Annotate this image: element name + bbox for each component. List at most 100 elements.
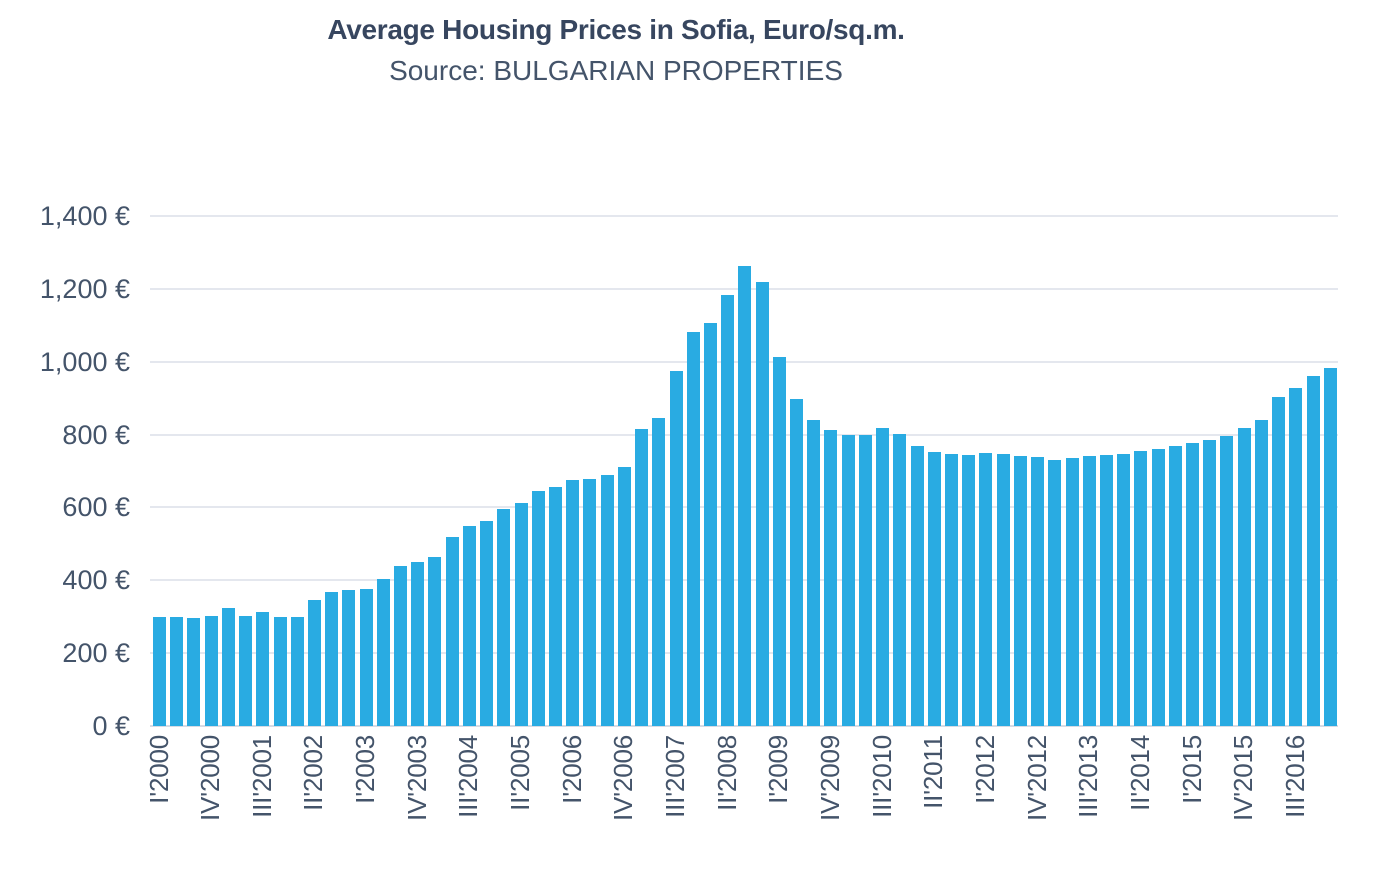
bar bbox=[239, 616, 253, 726]
x-tick-label: III'2013 bbox=[1073, 735, 1104, 818]
bar bbox=[1168, 445, 1182, 726]
x-tick-label: I'2006 bbox=[556, 735, 587, 804]
x-tick-label: II'2005 bbox=[505, 735, 535, 811]
y-tick-label: 1,200 € bbox=[39, 273, 130, 304]
y-tick-label: 600 € bbox=[62, 492, 130, 523]
bar bbox=[445, 536, 459, 726]
bar bbox=[204, 616, 218, 726]
x-tick-label: I'2003 bbox=[350, 735, 381, 804]
y-tick-label: 400 € bbox=[62, 565, 130, 596]
y-tick-label: 1,400 € bbox=[39, 201, 130, 231]
bar bbox=[1272, 397, 1286, 726]
bar bbox=[945, 453, 958, 726]
bar bbox=[549, 486, 562, 726]
bar bbox=[910, 445, 924, 726]
y-tick-label: 200 € bbox=[62, 638, 130, 669]
y-tick-label: 800 € bbox=[62, 419, 130, 450]
gridline bbox=[150, 215, 1338, 217]
bar bbox=[531, 491, 545, 726]
bar bbox=[703, 323, 717, 726]
bar bbox=[1048, 459, 1062, 726]
bar bbox=[394, 566, 407, 726]
x-tick-label: III'2010 bbox=[866, 735, 897, 818]
bar bbox=[686, 332, 700, 726]
bar bbox=[790, 399, 803, 726]
bar bbox=[1151, 448, 1165, 726]
bar bbox=[1186, 442, 1199, 726]
x-tick-label: IV'2012 bbox=[1021, 735, 1052, 821]
chart-header: Average Housing Prices in Sofia, Euro/sq… bbox=[0, 14, 1232, 87]
bar bbox=[1203, 440, 1217, 726]
bar bbox=[583, 478, 597, 726]
bar bbox=[480, 521, 494, 726]
bar bbox=[514, 503, 528, 726]
x-tick-label: II'2014 bbox=[1124, 735, 1155, 811]
x-tick-label: I'2015 bbox=[1176, 735, 1207, 804]
bar bbox=[1117, 453, 1131, 726]
bar bbox=[1099, 454, 1113, 726]
x-tick-label: IV'2003 bbox=[401, 735, 432, 821]
bar bbox=[411, 562, 425, 726]
bar bbox=[962, 454, 976, 726]
bar bbox=[1323, 367, 1337, 726]
plot-area bbox=[150, 215, 1338, 727]
bar bbox=[841, 435, 855, 726]
bar bbox=[807, 420, 821, 726]
bar bbox=[617, 466, 631, 726]
bar bbox=[772, 357, 786, 726]
bar bbox=[927, 452, 941, 726]
bar bbox=[342, 590, 356, 726]
x-tick-label: II'2011 bbox=[918, 735, 949, 809]
bar bbox=[876, 428, 890, 726]
y-tick-label: 1,000 € bbox=[39, 346, 130, 377]
bar bbox=[721, 294, 735, 726]
bar bbox=[738, 265, 752, 726]
bar bbox=[325, 592, 339, 726]
bar bbox=[566, 479, 580, 726]
x-tick-label: II'2008 bbox=[711, 735, 742, 811]
bar bbox=[1134, 451, 1148, 726]
x-tick-label: IV'2015 bbox=[1228, 735, 1259, 821]
bar bbox=[1306, 375, 1320, 726]
bar bbox=[755, 282, 769, 726]
x-tick-label: IV'2009 bbox=[814, 735, 845, 821]
bar bbox=[1013, 456, 1027, 726]
bar bbox=[1220, 436, 1234, 726]
bar bbox=[824, 430, 838, 726]
bar bbox=[652, 417, 666, 726]
x-tick-label: IV'2006 bbox=[608, 735, 639, 821]
bar bbox=[635, 428, 649, 726]
x-tick-label: III'2004 bbox=[453, 735, 484, 818]
bar bbox=[996, 454, 1010, 726]
bar bbox=[497, 508, 511, 726]
x-tick-label: I'2012 bbox=[969, 735, 1000, 804]
bar bbox=[273, 617, 287, 726]
bar bbox=[170, 617, 184, 726]
bar bbox=[307, 600, 321, 726]
bar bbox=[153, 617, 166, 726]
bar bbox=[1082, 456, 1096, 726]
bar bbox=[1289, 387, 1303, 726]
bar bbox=[893, 433, 907, 726]
bar bbox=[1237, 428, 1251, 726]
x-tick-label: III'2001 bbox=[246, 735, 277, 818]
bar bbox=[669, 370, 683, 726]
bar bbox=[1031, 456, 1045, 726]
x-axis-line bbox=[150, 725, 1338, 727]
bar bbox=[221, 607, 235, 726]
chart-subtitle: Source: BULGARIAN PROPERTIES bbox=[389, 55, 843, 86]
bar bbox=[359, 588, 373, 726]
x-tick-label: III'2007 bbox=[660, 735, 690, 818]
bar bbox=[462, 526, 476, 726]
bar bbox=[858, 434, 872, 726]
bar bbox=[290, 616, 304, 726]
x-tick-label: IV'2000 bbox=[195, 735, 226, 821]
x-tick-label: I'2009 bbox=[763, 735, 794, 804]
bar bbox=[1254, 420, 1268, 726]
bar bbox=[376, 578, 390, 726]
x-tick-label: I'2000 bbox=[143, 735, 174, 804]
bar bbox=[1065, 457, 1079, 726]
bar bbox=[187, 618, 201, 726]
bar bbox=[256, 612, 270, 726]
